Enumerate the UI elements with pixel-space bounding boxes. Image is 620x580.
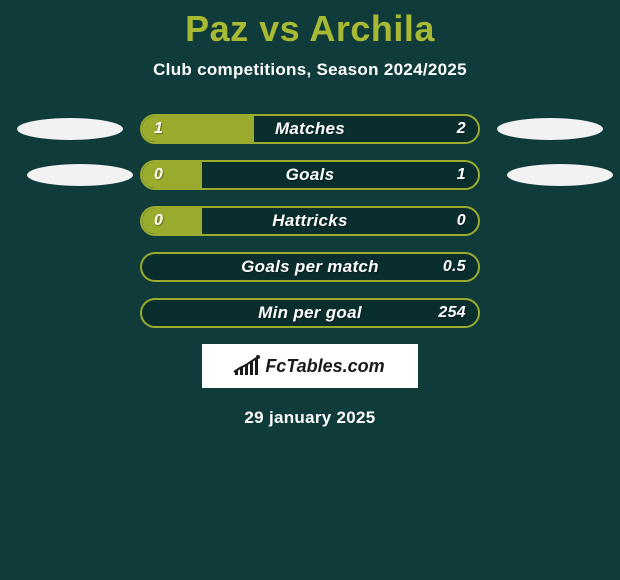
stat-bar: Goals per match 0.5 (140, 252, 480, 282)
stat-bar: 0 Goals 1 (140, 160, 480, 190)
player2-slot (480, 118, 620, 140)
brand-name: FcTables.com (265, 356, 384, 377)
metric-label: Goals (286, 165, 335, 185)
date: 29 january 2025 (0, 408, 620, 428)
value-right: 1 (457, 166, 466, 184)
player1-ellipse-icon (27, 164, 133, 186)
value-right: 254 (438, 304, 466, 322)
metric-label: Matches (275, 119, 345, 139)
player1-slot (0, 118, 140, 140)
metric-label: Min per goal (258, 303, 362, 323)
brand-bar-icon (235, 370, 238, 375)
brand-bar-icon (240, 367, 243, 375)
stat-bar: 1 Matches 2 (140, 114, 480, 144)
stat-row-hattricks: 0 Hattricks 0 (0, 206, 620, 236)
value-left: 0 (154, 212, 163, 230)
stat-bar-fill (142, 208, 202, 234)
stats-container: 1 Matches 2 0 Goals 1 0 Hattricks 0 Goals per mat… (0, 114, 620, 328)
value-left: 0 (154, 166, 163, 184)
subtitle: Club competitions, Season 2024/2025 (0, 60, 620, 80)
stat-row-goals: 0 Goals 1 (0, 160, 620, 190)
stat-bar: 0 Hattricks 0 (140, 206, 480, 236)
stat-bar-fill (142, 162, 202, 188)
value-right: 0.5 (443, 258, 466, 276)
brand-bar-icon (255, 358, 258, 375)
stat-row-min-per-goal: Min per goal 254 (0, 298, 620, 328)
stat-row-matches: 1 Matches 2 (0, 114, 620, 144)
value-right: 2 (457, 120, 466, 138)
page-title: Paz vs Archila (0, 8, 620, 50)
player1-ellipse-icon (17, 118, 123, 140)
value-right: 0 (457, 212, 466, 230)
brand-box: FcTables.com (202, 344, 418, 388)
player2-name: Archila (309, 8, 435, 49)
player2-ellipse-icon (507, 164, 613, 186)
player2-ellipse-icon (497, 118, 603, 140)
comparison-card: Paz vs Archila Club competitions, Season… (0, 0, 620, 580)
vs-text: vs (259, 8, 300, 49)
player1-name: Paz (185, 8, 249, 49)
metric-label: Hattricks (272, 211, 347, 231)
stat-row-goals-per-match: Goals per match 0.5 (0, 252, 620, 282)
stat-bar: Min per goal 254 (140, 298, 480, 328)
player2-slot (480, 164, 620, 186)
brand-chart-icon (235, 357, 258, 375)
player1-slot (0, 164, 140, 186)
brand-bar-icon (250, 361, 253, 375)
brand-bar-icon (245, 364, 248, 375)
metric-label: Goals per match (241, 257, 379, 277)
value-left: 1 (154, 120, 163, 138)
